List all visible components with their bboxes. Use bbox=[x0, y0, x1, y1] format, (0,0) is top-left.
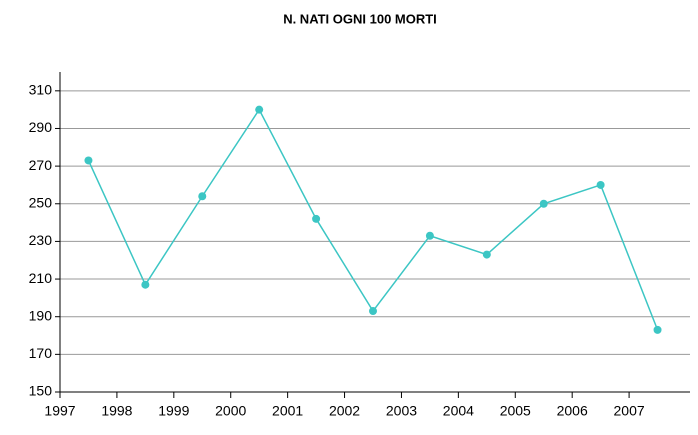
y-tick-label: 190 bbox=[29, 307, 53, 323]
y-tick-label: 310 bbox=[29, 82, 53, 98]
y-tick-label: 290 bbox=[29, 119, 53, 135]
y-tick-label: 250 bbox=[29, 194, 53, 210]
point bbox=[596, 180, 605, 189]
x-tick-label: 2002 bbox=[329, 403, 360, 419]
line bbox=[87, 108, 659, 331]
point bbox=[198, 192, 207, 201]
point bbox=[369, 307, 377, 316]
y-tick-label: 270 bbox=[29, 157, 53, 173]
x-tick-label: 1997 bbox=[44, 403, 75, 419]
y-tick-label: 230 bbox=[29, 232, 53, 248]
point bbox=[653, 325, 662, 334]
y-tick-label: 210 bbox=[29, 270, 53, 286]
x-tick-label: 2004 bbox=[443, 403, 474, 419]
x-tick-label: 2001 bbox=[272, 403, 303, 419]
point bbox=[141, 280, 150, 289]
x-tick-label: 2006 bbox=[557, 403, 588, 419]
x-tick-label: 2003 bbox=[386, 403, 417, 419]
y-tick-label: 150 bbox=[29, 383, 53, 399]
x-tick-label: 1999 bbox=[158, 403, 189, 419]
point bbox=[312, 214, 321, 223]
point bbox=[84, 156, 93, 165]
point bbox=[482, 250, 491, 259]
point bbox=[255, 105, 264, 114]
x-tick-label: 1998 bbox=[101, 403, 132, 419]
point bbox=[539, 199, 548, 208]
chart-title: N. NATI OGNI 100 MORTI bbox=[283, 11, 437, 26]
x-tick-label: 2005 bbox=[500, 403, 531, 419]
point bbox=[425, 231, 434, 240]
x-tick-label: 2007 bbox=[614, 403, 645, 419]
x-tick-label: 2000 bbox=[215, 403, 246, 419]
y-tick-label: 170 bbox=[29, 345, 53, 361]
